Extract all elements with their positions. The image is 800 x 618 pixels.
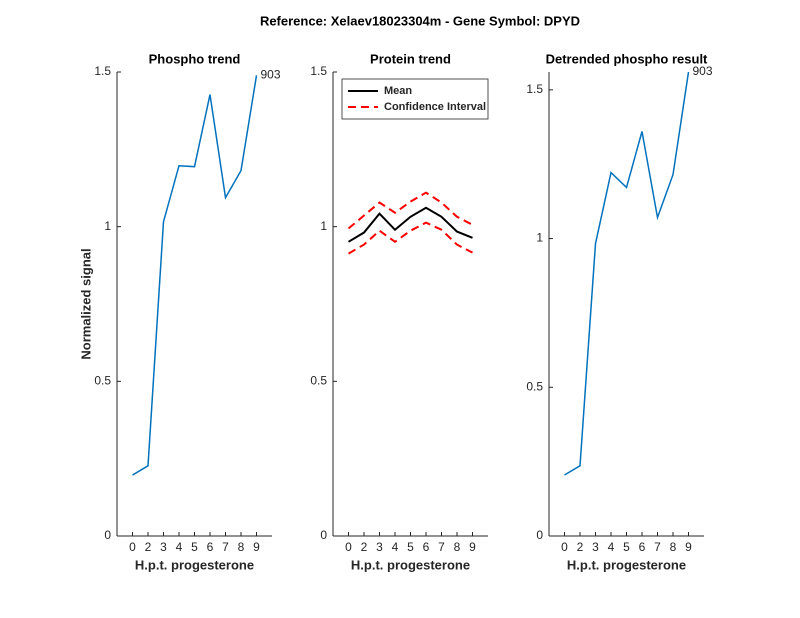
data-line — [564, 71, 690, 476]
figure-title: Reference: Xelaev18023304m - Gene Symbol… — [260, 13, 580, 28]
x-tick-label: 2 — [145, 540, 152, 554]
x-tick-label: 7 — [438, 540, 445, 554]
x-tick-label: 4 — [176, 540, 183, 554]
x-tick-label: 0 — [129, 540, 136, 554]
x-tick-label: 6 — [207, 540, 214, 554]
x-tick-label: 8 — [670, 540, 677, 554]
x-tick-label: 3 — [592, 540, 599, 554]
x-axis-label: H.p.t. progesterone — [351, 557, 470, 572]
y-tick-label: 0 — [536, 528, 543, 542]
x-tick-label: 4 — [392, 540, 399, 554]
y-tick-label: 1.5 — [310, 64, 327, 78]
legend-label: Mean — [384, 85, 412, 97]
y-tick-label: 1.5 — [94, 64, 111, 78]
y-tick-label: 0.5 — [526, 379, 543, 393]
x-tick-label: 5 — [623, 540, 630, 554]
x-axis-label: H.p.t. progesterone — [135, 557, 254, 572]
x-tick-label: 2 — [361, 540, 368, 554]
y-tick-label: 1.5 — [526, 82, 543, 96]
x-tick-label: 5 — [191, 540, 198, 554]
data-line — [347, 191, 473, 230]
x-tick-label: 7 — [222, 540, 229, 554]
y-tick-label: 0 — [104, 528, 111, 542]
x-tick-label: 8 — [454, 540, 461, 554]
x-tick-label: 0 — [345, 540, 352, 554]
y-tick-label: 1 — [320, 219, 327, 233]
x-tick-label: 3 — [376, 540, 383, 554]
x-tick-label: 6 — [639, 540, 646, 554]
x-tick-label: 5 — [407, 540, 414, 554]
y-tick-label: 0.5 — [310, 374, 327, 388]
x-tick-label: 4 — [608, 540, 615, 554]
data-line — [347, 206, 473, 243]
subplot-title: Phospho trend — [149, 51, 241, 66]
x-tick-label: 6 — [423, 540, 430, 554]
x-tick-label: 2 — [577, 540, 584, 554]
x-tick-label: 9 — [253, 540, 260, 554]
point-label: 903 — [693, 64, 713, 78]
subplot-title: Detrended phospho result — [546, 51, 708, 66]
legend-label: Confidence Interval — [384, 101, 486, 113]
y-tick-label: 0 — [320, 528, 327, 542]
x-tick-label: 7 — [654, 540, 661, 554]
y-tick-label: 0.5 — [94, 374, 111, 388]
x-axis-label: H.p.t. progesterone — [567, 557, 686, 572]
x-tick-label: 3 — [160, 540, 167, 554]
x-tick-label: 9 — [685, 540, 692, 554]
data-line — [132, 75, 258, 476]
x-tick-label: 9 — [469, 540, 476, 554]
y-tick-label: 1 — [104, 219, 111, 233]
x-tick-label: 0 — [561, 540, 568, 554]
subplot-title: Protein trend — [370, 51, 451, 66]
y-axis-label: Normalized signal — [78, 248, 93, 359]
legend-box — [341, 78, 489, 120]
y-tick-label: 1 — [536, 231, 543, 245]
point-label: 903 — [261, 68, 281, 82]
x-tick-label: 8 — [238, 540, 245, 554]
